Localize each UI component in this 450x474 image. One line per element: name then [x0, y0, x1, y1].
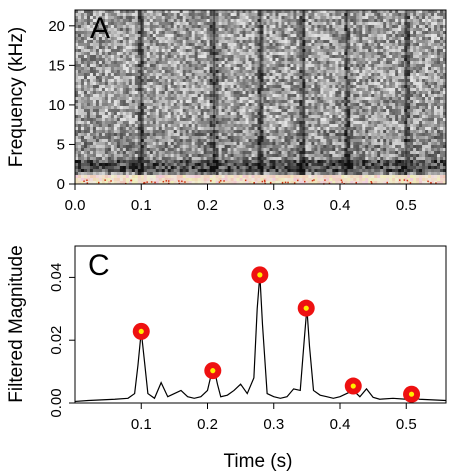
spectrogram-y-tick-label: 5: [57, 136, 65, 153]
magnitude-line: [74, 274, 447, 403]
peak-marker-center: [210, 368, 216, 374]
peak-marker-center: [350, 383, 356, 389]
filtered-magnitude-panel: 0.1 0.2 0.3 0.4 0.5 0.00 0.02 0.04 C Filtered M…: [6, 245, 447, 472]
magnitude-x-tick-label: 0.4: [330, 416, 351, 433]
spectrogram-x-tick-label: 0.3: [263, 197, 284, 214]
panel-label-c: C: [88, 249, 110, 282]
magnitude-y-tick-label: 0.02: [48, 326, 65, 355]
panel-label-a: A: [90, 12, 110, 45]
magnitude-y-axis-label: Filtered Magnitude: [6, 245, 27, 402]
spectrogram-y-tick-label: 10: [48, 97, 65, 114]
magnitude-x-axis-label: Time (s): [224, 451, 293, 472]
spectrogram-x-tick-label: 0.5: [396, 197, 417, 214]
magnitude-axes: 0.1 0.2 0.3 0.4 0.5 0.00 0.02 0.04: [48, 263, 417, 433]
magnitude-frame: [74, 245, 447, 404]
spectrogram-axes: 0.0 0.1 0.2 0.3 0.4 0.5 0 5 10 15 20: [48, 18, 416, 214]
magnitude-y-tick-label: 0.00: [48, 388, 65, 417]
spectrogram-y-tick-label: 0: [57, 176, 65, 193]
magnitude-x-tick-label: 0.5: [396, 416, 417, 433]
spectrogram-frame: [74, 9, 447, 185]
peak-marker-center: [408, 391, 415, 397]
spectrogram-panel: 0.0 0.1 0.2 0.3 0.4 0.5 0 5 10 15 20 A Frequency (…: [6, 9, 447, 214]
magnitude-x-tick-label: 0.1: [131, 416, 152, 433]
spectrogram-image: [75, 10, 447, 185]
peak-marker-center: [257, 272, 263, 278]
spectrogram-x-tick-label: 0.2: [197, 197, 218, 214]
spectrogram-x-tick-label: 0.4: [330, 197, 351, 214]
spectrogram-x-tick-label: 0.0: [65, 197, 86, 214]
peak-marker-center: [138, 328, 144, 335]
filtered-magnitude-plot: [74, 266, 447, 403]
peak-marker-center: [303, 305, 309, 311]
spectrogram-y-tick-label: 15: [48, 57, 65, 74]
spectrogram-y-axis-label: Frequency (kHz): [6, 27, 27, 167]
magnitude-x-tick-label: 0.2: [197, 416, 218, 433]
magnitude-x-tick-label: 0.3: [263, 416, 284, 433]
spectrogram-y-tick-label: 20: [48, 18, 65, 35]
magnitude-y-tick-label: 0.04: [48, 263, 65, 292]
spectrogram-x-tick-label: 0.1: [131, 197, 152, 214]
